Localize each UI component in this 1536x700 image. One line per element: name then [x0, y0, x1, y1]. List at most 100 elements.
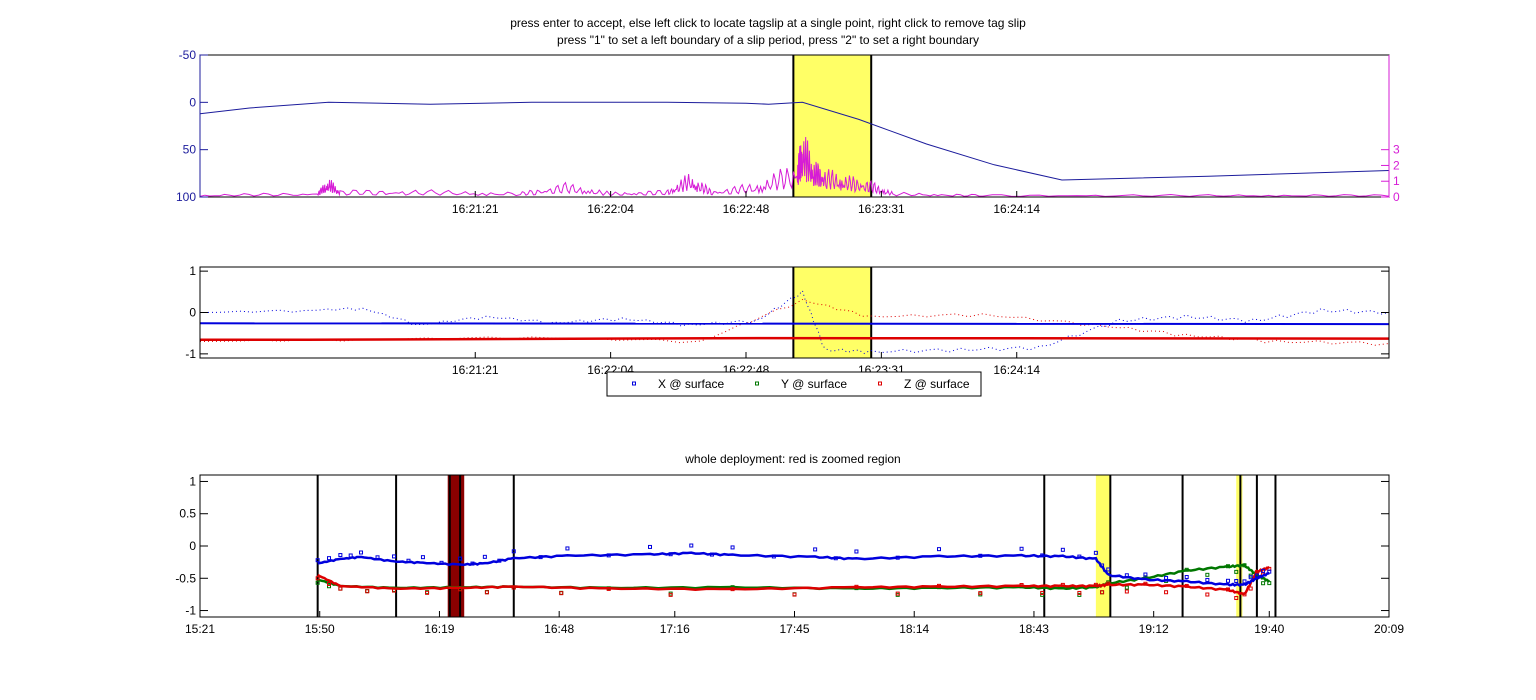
x-tick-label: 18:43	[1019, 622, 1049, 636]
x-marker	[1164, 575, 1169, 580]
x-marker	[1225, 578, 1230, 583]
x-marker	[833, 556, 838, 561]
slip-highlight	[793, 267, 872, 358]
legend-marker-x	[632, 381, 636, 386]
y-tick-label: 1	[189, 264, 196, 278]
legend-marker-z	[878, 381, 882, 386]
x-marker	[854, 549, 859, 554]
x-marker	[565, 546, 570, 551]
x-marker	[730, 545, 735, 550]
instruction-line-1: press enter to accept, else left click t…	[510, 16, 1026, 30]
x-tick-label: 16:21:21	[452, 202, 499, 216]
y-tick-label: -1	[185, 604, 196, 618]
x-marker	[1143, 572, 1148, 577]
z-marker	[1100, 590, 1105, 595]
z-marker	[1225, 587, 1230, 592]
x-marker	[1184, 575, 1189, 580]
z-marker	[730, 587, 735, 592]
z-marker	[327, 581, 332, 586]
depth-jerk-panel[interactable]: -50 0 50 100 0 1 23 16:21:21 16:22:04 16:22:48 16:…	[176, 48, 1400, 216]
x-tick-label: 19:12	[1139, 622, 1169, 636]
z-marker	[668, 592, 673, 597]
z-marker	[792, 592, 797, 597]
x-marker	[648, 544, 653, 549]
x-marker	[689, 543, 694, 548]
x-marker	[1093, 550, 1098, 555]
z-marker	[365, 589, 370, 594]
x-surface-line	[317, 551, 1270, 587]
z-marker	[338, 586, 343, 591]
x-marker	[1234, 578, 1239, 583]
x-marker	[392, 554, 397, 559]
z-marker	[1234, 596, 1239, 601]
z-marker	[936, 583, 941, 588]
legend-label-x: X @ surface	[658, 377, 725, 391]
z-marker	[1242, 592, 1247, 597]
y-right-tick-label: 3	[1393, 143, 1400, 157]
x-marker	[606, 553, 611, 558]
y-left-tick-label: 50	[183, 143, 197, 157]
x-marker	[1205, 577, 1210, 582]
whole-deployment-panel[interactable]: whole deployment: red is zoomed region 1…	[175, 452, 1404, 636]
y-marker	[315, 580, 320, 585]
z-marker	[1019, 583, 1024, 588]
z-marker	[895, 591, 900, 596]
x-marker	[420, 555, 425, 560]
z-marker	[315, 576, 320, 581]
legend-box	[606, 371, 982, 397]
x-marker	[497, 558, 502, 563]
x-marker	[771, 554, 776, 559]
y-left-tick-label: 100	[176, 190, 196, 204]
x-tick-label: 16:24:14	[993, 363, 1040, 377]
z-marker	[978, 591, 983, 596]
x-marker	[1060, 547, 1065, 552]
x-tick-label: 16:48	[544, 622, 574, 636]
x-marker	[1242, 579, 1247, 584]
x-tick-label: 17:16	[660, 622, 690, 636]
y-marker	[1261, 581, 1266, 586]
y-tick-label: -0.5	[175, 571, 196, 585]
y-right-tick-label: 2	[1393, 158, 1400, 172]
y-marker	[1184, 567, 1189, 572]
z-marker	[1248, 586, 1253, 591]
x-tick-label: 16:19	[424, 622, 454, 636]
y-marker	[327, 584, 332, 589]
x-marker	[709, 552, 714, 557]
z-marker	[458, 587, 463, 592]
x-tick-label: 18:14	[899, 622, 929, 636]
x-marker	[327, 556, 332, 561]
x-marker	[668, 552, 673, 557]
z-marker	[559, 591, 564, 596]
x-marker	[1100, 563, 1105, 568]
y-tick-label: 0.5	[179, 507, 196, 521]
z-marker	[1124, 589, 1129, 594]
x-marker	[348, 553, 353, 558]
x-marker	[482, 554, 487, 559]
x-tick-label: 17:45	[779, 622, 809, 636]
legend-marker-y	[755, 381, 759, 386]
x-marker	[895, 555, 900, 560]
x-marker	[1248, 575, 1253, 580]
y-marker	[1234, 569, 1239, 574]
y-right-tick-label: 0	[1393, 190, 1400, 204]
x-tick-label: 16:22:48	[723, 202, 770, 216]
x-surface-line	[199, 322, 1390, 326]
x-marker	[1040, 553, 1045, 558]
x-tick-label: 16:21:21	[452, 363, 499, 377]
y-marker	[1242, 563, 1247, 568]
y-marker	[1267, 581, 1272, 586]
legend-label-y: Y @ surface	[781, 377, 847, 391]
y-left-tick-label: -50	[179, 48, 197, 62]
x-marker	[1077, 554, 1082, 559]
y-tick-label: 1	[189, 474, 196, 488]
z-marker	[1093, 582, 1098, 587]
x-marker	[1124, 573, 1129, 578]
x-marker	[813, 547, 818, 552]
z-marker	[1077, 590, 1082, 595]
z-marker	[1184, 583, 1189, 588]
x-marker	[406, 558, 411, 563]
x-marker	[470, 561, 475, 566]
x-marker	[1106, 567, 1111, 572]
